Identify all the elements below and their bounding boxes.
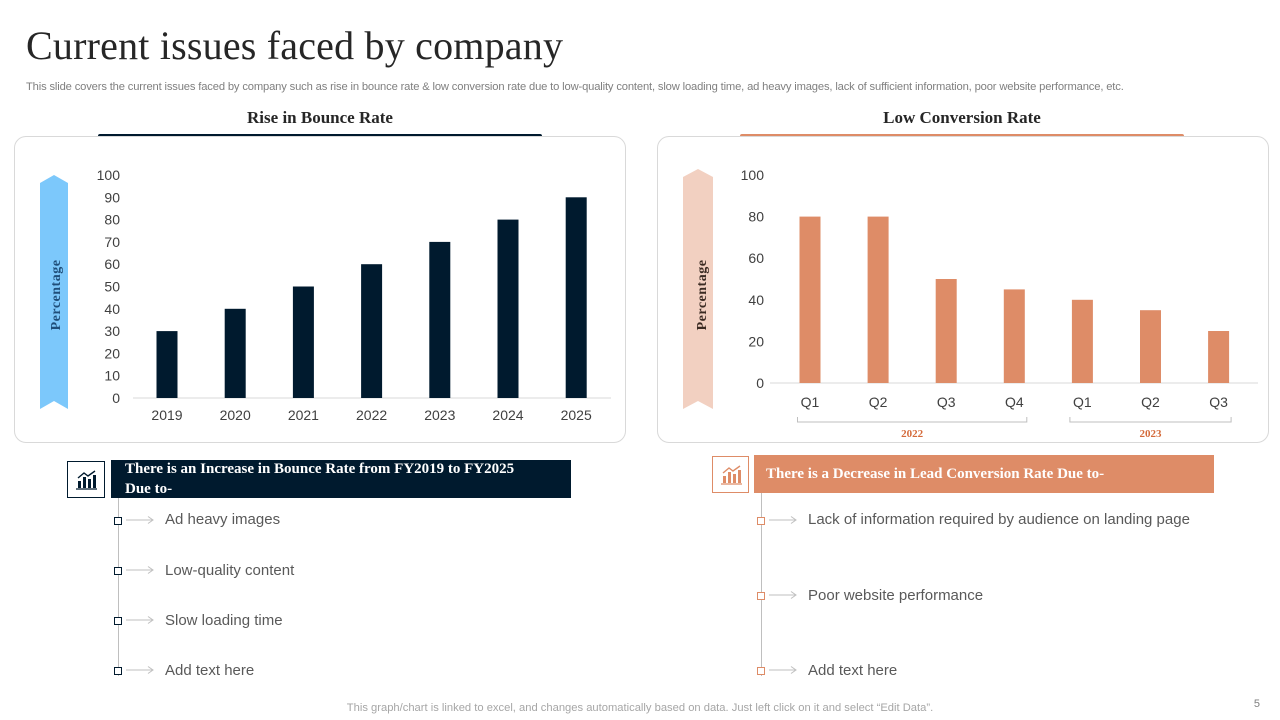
- percentage-ribbon: [683, 169, 713, 409]
- bar: [867, 216, 889, 383]
- group-label: 2023: [1140, 428, 1163, 440]
- list-item: Ad heavy images: [165, 511, 281, 528]
- list-bullet: [114, 617, 122, 625]
- list-item: Poor website performance: [808, 587, 984, 604]
- y-tick-label: 50: [104, 279, 120, 295]
- x-tick-label: 2023: [424, 407, 455, 423]
- x-tick-label: 2022: [356, 407, 387, 423]
- arrow-right-icon: [769, 516, 797, 524]
- x-tick-label: Q2: [1141, 394, 1160, 410]
- list-bullet: [757, 592, 765, 600]
- right-banner-icon-box: [712, 456, 749, 493]
- x-tick-label: 2025: [561, 407, 592, 423]
- bar: [361, 264, 383, 398]
- y-tick-label: 10: [104, 368, 120, 384]
- arrow-right-icon: [126, 666, 154, 674]
- bar-chart-icon: [720, 464, 742, 485]
- arrow-right-icon: [126, 566, 154, 574]
- bar: [935, 279, 957, 383]
- list-bullet: [114, 567, 122, 575]
- list-bullet: [757, 667, 765, 675]
- left-banner-text: There is an Increase in Bounce Rate from…: [125, 461, 515, 497]
- y-tick-label: 20: [748, 333, 764, 349]
- x-tick-label: Q3: [937, 394, 956, 410]
- bar-chart-icon: [76, 469, 97, 490]
- right-banner: There is a Decrease in Lead Conversion R…: [754, 455, 1214, 493]
- y-tick-label: 90: [104, 189, 120, 205]
- y-tick-label: 100: [97, 167, 121, 183]
- y-tick-label: 60: [748, 250, 764, 266]
- y-tick-label: 0: [756, 375, 764, 391]
- x-tick-label: Q2: [869, 394, 888, 410]
- arrow-right-icon: [126, 616, 154, 624]
- arrow-right-icon: [769, 591, 797, 599]
- x-tick-label: Q1: [801, 394, 820, 410]
- bar: [1208, 331, 1230, 383]
- bar: [1003, 289, 1025, 383]
- bar: [156, 331, 178, 398]
- x-tick-label: Q3: [1209, 394, 1228, 410]
- group-bracket: [797, 417, 1028, 423]
- list-bullet: [757, 517, 765, 525]
- bar: [1140, 310, 1161, 383]
- footer-note: This graph/chart is linked to excel, and…: [346, 702, 934, 714]
- conversion-rate-chart-card: Percentage 0 20 40 60 80 100 Q1 Q2 Q3 Q4 Q1 Q2 Q3 202…: [657, 136, 1269, 443]
- y-tick-label: 100: [741, 167, 765, 183]
- x-tick-label: 2021: [288, 407, 319, 423]
- bar: [565, 197, 587, 398]
- y-tick-label: 80: [748, 209, 764, 225]
- y-tick-label: 0: [112, 390, 120, 406]
- list-item: Lack of information required by audience…: [808, 511, 1190, 528]
- conversion-rate-heading: Low Conversion Rate: [883, 108, 1041, 127]
- right-list-connector: [761, 493, 762, 676]
- list-item: Low-quality content: [165, 562, 295, 579]
- conversion-rate-chart: Percentage 0 20 40 60 80 100 Q1 Q2 Q3 Q4 Q1 Q2 Q3 202…: [683, 167, 1258, 440]
- bounce-rate-chart: Percentage 0 10 20 30 40 50 60 70 80 90 100 2019 202…: [40, 167, 611, 423]
- x-tick-label: Q4: [1005, 394, 1024, 410]
- list-bullet: [114, 517, 122, 525]
- y-tick-label: 70: [104, 234, 120, 250]
- page-number: 5: [1253, 698, 1260, 710]
- left-banner: There is an Increase in Bounce Rate from…: [111, 460, 571, 498]
- y-tick-label: 40: [748, 292, 764, 308]
- y-tick-label: 80: [104, 212, 120, 228]
- y-axis-label: Percentage: [695, 260, 710, 331]
- slide-subtitle: This slide covers the current issues fac…: [26, 81, 1124, 93]
- bar: [224, 308, 246, 398]
- left-list-connector: [118, 498, 119, 676]
- y-tick-label: 60: [104, 256, 120, 272]
- bar: [497, 219, 519, 398]
- arrow-right-icon: [126, 516, 154, 524]
- list-item: Add text here: [165, 662, 255, 679]
- x-tick-label: Q1: [1073, 394, 1092, 410]
- percentage-ribbon: [40, 175, 68, 409]
- y-tick-label: 30: [104, 323, 120, 339]
- bar: [292, 286, 314, 398]
- bounce-rate-heading: Rise in Bounce Rate: [247, 108, 393, 127]
- arrow-right-icon: [769, 666, 797, 674]
- x-tick-label: 2024: [492, 407, 523, 423]
- group-label: 2022: [901, 428, 924, 440]
- bar: [429, 241, 451, 398]
- left-banner-icon-box: [67, 461, 105, 498]
- x-tick-label: 2019: [151, 407, 182, 423]
- slide-title: Current issues faced by company: [26, 23, 564, 68]
- bar: [799, 216, 821, 383]
- right-banner-text: There is a Decrease in Lead Conversion R…: [766, 466, 1105, 482]
- y-tick-label: 20: [104, 345, 120, 361]
- list-item: Add text here: [808, 662, 898, 679]
- y-axis-label: Percentage: [49, 260, 64, 331]
- bar: [1071, 299, 1093, 383]
- list-bullet: [114, 667, 122, 675]
- list-item: Slow loading time: [165, 612, 283, 629]
- y-tick-label: 40: [104, 301, 120, 317]
- group-bracket: [1069, 417, 1232, 423]
- x-tick-label: 2020: [220, 407, 251, 423]
- bounce-rate-chart-card: Percentage 0 10 20 30 40 50 60 70 80 90 100 2019 202…: [14, 136, 626, 443]
